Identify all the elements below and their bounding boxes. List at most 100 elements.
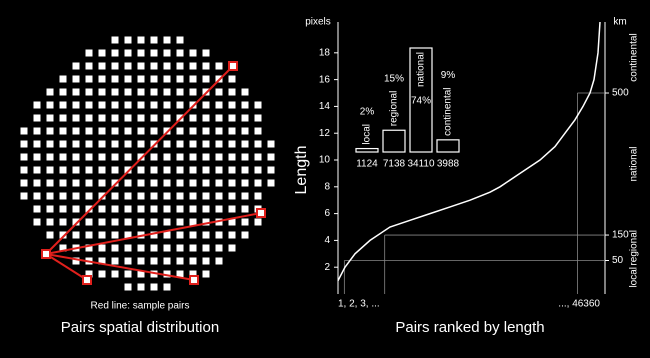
grid-cell bbox=[85, 140, 93, 148]
grid-cell bbox=[124, 101, 132, 109]
region-label: local bbox=[629, 267, 640, 288]
bar-value-label: 7138 bbox=[383, 159, 406, 170]
grid-cell bbox=[254, 179, 262, 187]
grid-cell bbox=[254, 153, 262, 161]
grid-cell bbox=[150, 127, 158, 135]
grid-cell bbox=[98, 205, 106, 213]
grid-cell bbox=[228, 179, 236, 187]
grid-cell bbox=[189, 75, 197, 83]
y-tick-label: 6 bbox=[324, 208, 330, 219]
grid-cell bbox=[267, 153, 275, 161]
grid-cell bbox=[150, 140, 158, 148]
bar-category-label: regional bbox=[389, 91, 400, 127]
region-label: continental bbox=[629, 33, 640, 81]
grid-cell bbox=[215, 257, 223, 265]
grid-cell bbox=[137, 114, 145, 122]
grid-cell bbox=[33, 153, 41, 161]
grid-cell bbox=[111, 153, 119, 161]
grid-cell bbox=[189, 205, 197, 213]
grid-cell bbox=[59, 101, 67, 109]
grid-cell bbox=[124, 75, 132, 83]
grid-cell bbox=[59, 205, 67, 213]
grid-cell bbox=[20, 140, 28, 148]
grid-cell bbox=[59, 166, 67, 174]
grid-cell bbox=[254, 140, 262, 148]
grid-cell bbox=[59, 231, 67, 239]
grid-cell bbox=[150, 244, 158, 252]
grid-cell bbox=[163, 192, 171, 200]
grid-cell bbox=[202, 192, 210, 200]
grid-cell bbox=[59, 140, 67, 148]
curve bbox=[337, 21, 601, 281]
grid-cell bbox=[176, 244, 184, 252]
grid-cell bbox=[254, 192, 262, 200]
grid-cell bbox=[111, 231, 119, 239]
grid-cell bbox=[176, 192, 184, 200]
grid-cell bbox=[189, 62, 197, 70]
grid-cell bbox=[176, 62, 184, 70]
grid-cell bbox=[85, 49, 93, 57]
grid-cell bbox=[98, 179, 106, 187]
y2-unit: km bbox=[613, 17, 626, 28]
grid-cell bbox=[215, 179, 223, 187]
grid-cell bbox=[267, 166, 275, 174]
y2-tick-label: 50 bbox=[612, 255, 624, 266]
grid-cell bbox=[189, 192, 197, 200]
grid-cell bbox=[150, 283, 158, 291]
grid-cell bbox=[202, 153, 210, 161]
y2-tick-label: 150 bbox=[612, 230, 629, 241]
bar-category-label: local bbox=[362, 124, 373, 145]
grid-cell bbox=[189, 244, 197, 252]
grid-cell bbox=[241, 205, 249, 213]
bar-value-label: 1124 bbox=[356, 159, 378, 170]
grid-cell bbox=[98, 244, 106, 252]
grid-cell bbox=[241, 101, 249, 109]
grid-cell bbox=[33, 179, 41, 187]
y-tick-label: 18 bbox=[319, 47, 331, 58]
grid-cell bbox=[228, 244, 236, 252]
grid-cell bbox=[163, 153, 171, 161]
grid-cell bbox=[72, 179, 80, 187]
grid-cell bbox=[46, 205, 54, 213]
grid-cell bbox=[124, 153, 132, 161]
grid-cell bbox=[20, 166, 28, 174]
grid-cell bbox=[189, 179, 197, 187]
grid-cell bbox=[111, 62, 119, 70]
grid-cell bbox=[85, 62, 93, 70]
grid-cell bbox=[202, 140, 210, 148]
grid-cell bbox=[98, 257, 106, 265]
grid-cell bbox=[150, 257, 158, 265]
grid-cell bbox=[150, 49, 158, 57]
grid-cell bbox=[111, 192, 119, 200]
grid-cell bbox=[33, 114, 41, 122]
grid-cell bbox=[150, 62, 158, 70]
grid-cell bbox=[85, 244, 93, 252]
grid-cell bbox=[202, 257, 210, 265]
grid-cell bbox=[215, 244, 223, 252]
grid-cell bbox=[228, 140, 236, 148]
grid-cell bbox=[163, 140, 171, 148]
grid-cell bbox=[150, 36, 158, 44]
grid-cell bbox=[85, 192, 93, 200]
grid-cell bbox=[124, 127, 132, 135]
grid-cell bbox=[241, 127, 249, 135]
grid-cell bbox=[124, 192, 132, 200]
grid-cell bbox=[85, 205, 93, 213]
pixel-grid bbox=[20, 36, 275, 291]
grid-cell bbox=[85, 218, 93, 226]
grid-cell bbox=[98, 101, 106, 109]
grid-cell bbox=[137, 101, 145, 109]
grid-cell bbox=[124, 140, 132, 148]
y-tick-label: 16 bbox=[319, 74, 331, 85]
grid-cell bbox=[202, 62, 210, 70]
grid-cell bbox=[33, 218, 41, 226]
grid-cell bbox=[150, 166, 158, 174]
grid-cell bbox=[215, 62, 223, 70]
grid-cell bbox=[150, 231, 158, 239]
grid-cell bbox=[241, 166, 249, 174]
grid-cell bbox=[59, 75, 67, 83]
grid-cell bbox=[163, 218, 171, 226]
grid-cell bbox=[202, 101, 210, 109]
grid-cell bbox=[137, 166, 145, 174]
